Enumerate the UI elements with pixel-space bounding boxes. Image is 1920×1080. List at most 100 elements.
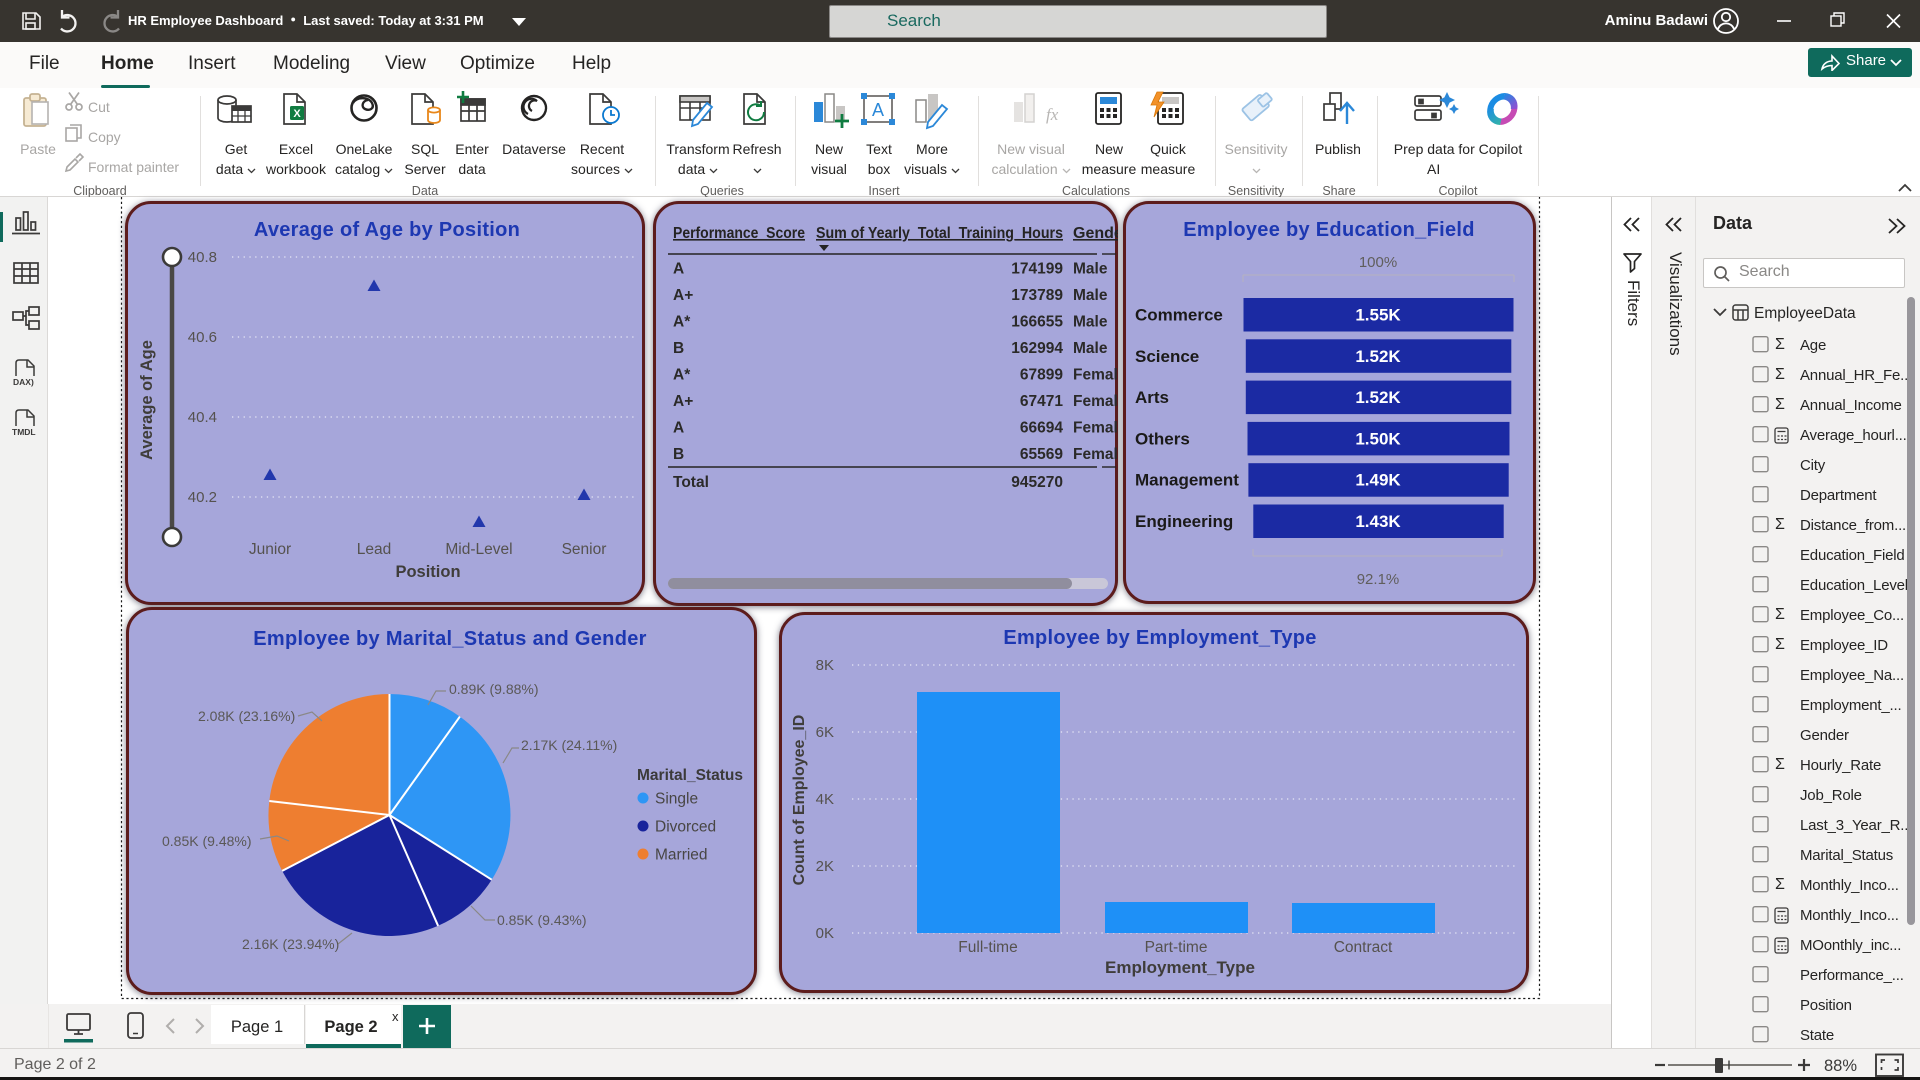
svg-text:Female: Female — [1073, 446, 1118, 463]
svg-text:Marital_Status: Marital_Status — [637, 767, 743, 784]
svg-text:162994: 162994 — [1011, 340, 1063, 357]
svg-text:Male: Male — [1073, 261, 1108, 278]
svg-text:2.08K (23.16%): 2.08K (23.16%) — [198, 708, 295, 724]
svg-text:State: State — [1800, 1027, 1834, 1044]
svg-text:Performance_Score: Performance_Score — [673, 225, 805, 242]
svg-text:Senior: Senior — [562, 541, 607, 558]
svg-text:Page 1: Page 1 — [231, 1018, 283, 1036]
svg-text:Employee_Na...: Employee_Na... — [1800, 667, 1904, 684]
svg-text:67899: 67899 — [1020, 367, 1063, 384]
svg-text:Monthly_Inco...: Monthly_Inco... — [1800, 907, 1899, 924]
svg-text:Male: Male — [1073, 314, 1108, 331]
svg-text:Age: Age — [1800, 337, 1826, 354]
svg-text:Commerce: Commerce — [1135, 306, 1223, 325]
svg-text:Sum of Yearly_Total_Training_H: Sum of Yearly_Total_Training_Hours — [816, 225, 1063, 242]
svg-text:Employee by Employment_Type: Employee by Employment_Type — [1003, 627, 1316, 649]
svg-text:0.85K (9.48%): 0.85K (9.48%) — [162, 833, 252, 849]
svg-text:1.49K: 1.49K — [1355, 471, 1401, 490]
svg-text:Employee_Co...: Employee_Co... — [1800, 607, 1904, 624]
svg-text:Female: Female — [1073, 393, 1118, 410]
svg-text:166655: 166655 — [1011, 314, 1063, 331]
svg-text:Male: Male — [1073, 287, 1108, 304]
svg-text:A: A — [872, 100, 884, 120]
svg-text:A: A — [673, 420, 684, 437]
svg-text:Monthly_Inco...: Monthly_Inco... — [1800, 877, 1899, 894]
svg-text:fx: fx — [1046, 105, 1059, 124]
svg-text:Part-time: Part-time — [1145, 939, 1208, 956]
svg-text:Average_hourl...: Average_hourl... — [1800, 427, 1907, 444]
svg-text:Lead: Lead — [357, 541, 391, 558]
svg-text:B: B — [673, 340, 684, 357]
svg-text:Female: Female — [1073, 420, 1118, 437]
svg-text:1.55K: 1.55K — [1355, 306, 1401, 325]
svg-text:Management: Management — [1135, 471, 1239, 490]
svg-text:88%: 88% — [1824, 1057, 1857, 1075]
svg-text:Others: Others — [1135, 429, 1190, 448]
svg-text:A*: A* — [673, 314, 691, 331]
svg-text:Employee by Marital_Status and: Employee by Marital_Status and Gender — [253, 628, 646, 650]
svg-text:Arts: Arts — [1135, 388, 1169, 407]
svg-text:Annual_Income: Annual_Income — [1800, 397, 1902, 414]
svg-text:A*: A* — [673, 367, 691, 384]
svg-text:Σ: Σ — [1775, 606, 1785, 623]
svg-text:MOonthly_inc...: MOonthly_inc... — [1800, 937, 1901, 954]
svg-text:0.89K (9.88%): 0.89K (9.88%) — [449, 681, 539, 697]
svg-text:100%: 100% — [1359, 254, 1397, 271]
svg-text:Annual_HR_Fe...: Annual_HR_Fe... — [1800, 367, 1912, 384]
svg-text:Employment_...: Employment_... — [1800, 697, 1901, 714]
svg-text:1.52K: 1.52K — [1355, 388, 1401, 407]
svg-text:A: A — [673, 261, 684, 278]
svg-text:Single: Single — [655, 791, 698, 808]
svg-text:x: x — [392, 1009, 399, 1024]
svg-text:Average of Age by Position: Average of Age by Position — [254, 219, 520, 241]
svg-text:Gender: Gender — [1800, 727, 1849, 744]
svg-text:1.52K: 1.52K — [1355, 347, 1401, 366]
svg-text:Divorced: Divorced — [655, 819, 716, 836]
svg-text:Gender: Gender — [1073, 225, 1118, 242]
svg-text:Science: Science — [1135, 347, 1199, 366]
svg-text:Average of Age: Average of Age — [138, 340, 156, 460]
svg-text:Female: Female — [1073, 367, 1118, 384]
svg-text:Σ: Σ — [1775, 636, 1785, 653]
svg-text:40.4: 40.4 — [188, 409, 217, 426]
svg-text:Position: Position — [1800, 997, 1852, 1014]
svg-text:1.50K: 1.50K — [1355, 429, 1401, 448]
svg-text:Total: Total — [673, 474, 709, 491]
svg-text:Σ: Σ — [1775, 396, 1785, 413]
svg-text:40.2: 40.2 — [188, 489, 217, 506]
svg-text:Junior: Junior — [249, 541, 291, 558]
svg-text:Contract: Contract — [1334, 939, 1393, 956]
svg-text:Mid-Level: Mid-Level — [445, 541, 512, 558]
svg-text:Σ: Σ — [1775, 336, 1785, 353]
svg-text:A+: A+ — [673, 287, 693, 304]
svg-text:67471: 67471 — [1020, 393, 1063, 410]
svg-text:Performance_...: Performance_... — [1800, 967, 1904, 984]
svg-text:Full-time: Full-time — [958, 939, 1017, 956]
svg-text:0.85K (9.43%): 0.85K (9.43%) — [497, 912, 587, 928]
svg-text:Employment_Type: Employment_Type — [1105, 958, 1255, 977]
svg-text:Marital_Status: Marital_Status — [1800, 847, 1893, 864]
svg-text:Σ: Σ — [1775, 876, 1785, 893]
svg-text:Position: Position — [395, 563, 460, 581]
svg-text:Male: Male — [1073, 340, 1108, 357]
svg-text:Last_3_Year_R...: Last_3_Year_R... — [1800, 817, 1912, 834]
svg-text:Σ: Σ — [1775, 516, 1785, 533]
svg-text:8K: 8K — [816, 657, 834, 674]
svg-text:65569: 65569 — [1020, 446, 1063, 463]
svg-text:92.1%: 92.1% — [1357, 571, 1400, 588]
svg-text:6K: 6K — [816, 724, 834, 741]
svg-text:EmployeeData: EmployeeData — [1754, 305, 1856, 322]
svg-text:Distance_from...: Distance_from... — [1800, 517, 1906, 534]
svg-text:Hourly_Rate: Hourly_Rate — [1800, 757, 1881, 774]
svg-text:Education_Field: Education_Field — [1800, 547, 1905, 564]
svg-text:945270: 945270 — [1011, 474, 1063, 491]
svg-text:2.17K (24.11%): 2.17K (24.11%) — [521, 737, 617, 753]
svg-text:Employee by Education_Field: Employee by Education_Field — [1183, 219, 1475, 241]
svg-text:A+: A+ — [673, 393, 693, 410]
svg-text:Σ: Σ — [1775, 756, 1785, 773]
svg-text:4K: 4K — [816, 791, 834, 808]
svg-text:X: X — [293, 108, 301, 120]
svg-text:Count of Employee_ID: Count of Employee_ID — [791, 715, 808, 886]
svg-text:Married: Married — [655, 847, 708, 864]
svg-text:Job_Role: Job_Role — [1800, 787, 1862, 804]
